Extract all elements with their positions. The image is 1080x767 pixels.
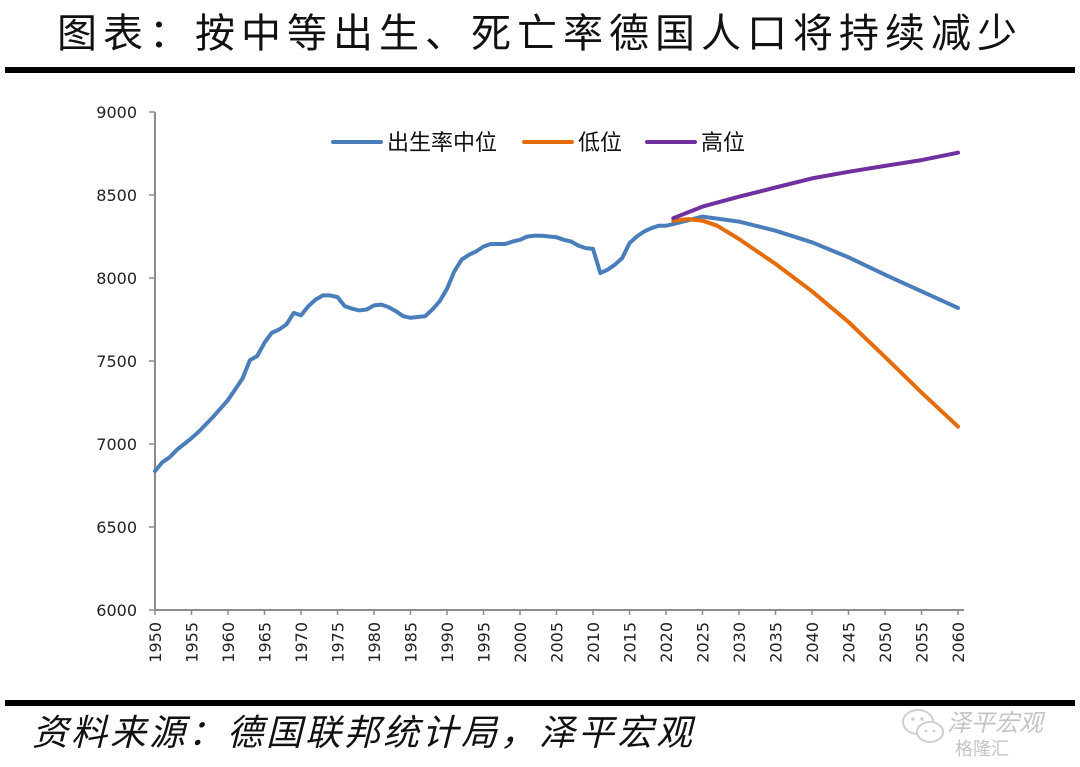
legend-label-high: 高位 xyxy=(701,131,745,156)
series-line-medium xyxy=(153,214,960,474)
y-tick-label: 7500 xyxy=(96,352,137,371)
x-tick-label: 1980 xyxy=(365,622,384,663)
x-tick-label: 1965 xyxy=(256,622,275,663)
x-tick-label: 1995 xyxy=(475,622,494,663)
x-tick-label: 2045 xyxy=(840,622,859,663)
y-tick-label: 7000 xyxy=(96,435,137,454)
x-tick-label: 1960 xyxy=(219,622,238,663)
x-tick-label: 2005 xyxy=(548,622,567,663)
watermark-logo: 格隆汇 xyxy=(955,739,1009,760)
legend-label-low: 低位 xyxy=(578,131,622,156)
legend-label-medium: 出生率中位 xyxy=(387,131,497,156)
x-tick-label: 1975 xyxy=(329,622,348,663)
page-title: 图表：按中等出生、死亡率德国人口将持续减少 xyxy=(57,11,1023,57)
series-line-high xyxy=(671,150,960,221)
line-chart: 6000 6500 7000 7500 8000 8500 9000 1950 1955 196… xyxy=(96,103,968,663)
x-tick-label: 2020 xyxy=(657,622,676,663)
x-tick-label: 2030 xyxy=(730,622,749,663)
x-tick-label: 2010 xyxy=(584,622,603,663)
x-tick-label: 1985 xyxy=(402,622,421,663)
y-axis-ticks: 6000 6500 7000 7500 8000 8500 9000 xyxy=(96,103,155,620)
wechat-bubble-icon xyxy=(902,709,944,743)
series-line-low xyxy=(671,217,960,429)
bottom-divider xyxy=(5,700,1075,706)
watermark: 泽平宏观 格隆汇 xyxy=(895,703,1075,763)
x-tick-label: 2025 xyxy=(694,622,713,663)
top-divider xyxy=(5,67,1075,73)
x-tick-label: 2060 xyxy=(949,622,968,663)
watermark-name: 泽平宏观 xyxy=(947,709,1043,737)
chart-legend: 出生率中位 低位 高位 xyxy=(331,131,745,156)
x-tick-label: 2040 xyxy=(803,622,822,663)
source-note: 资料来源：德国联邦统计局，泽平宏观 xyxy=(32,713,696,754)
y-tick-label: 8000 xyxy=(96,269,137,288)
x-tick-label: 1950 xyxy=(146,622,165,663)
x-tick-label: 1955 xyxy=(183,622,202,663)
y-tick-label: 6500 xyxy=(96,518,137,537)
x-tick-label: 1970 xyxy=(292,622,311,663)
y-tick-label: 9000 xyxy=(96,103,137,122)
y-tick-label: 6000 xyxy=(96,601,137,620)
x-axis-ticks: 1950 1955 1960 1965 1970 1975 1980 1985 1990 1995… xyxy=(146,610,968,663)
x-tick-label: 2050 xyxy=(876,622,895,663)
y-tick-label: 8500 xyxy=(96,186,137,205)
chart-axes xyxy=(154,112,964,611)
x-tick-label: 1990 xyxy=(438,622,457,663)
x-tick-label: 2015 xyxy=(621,622,640,663)
x-tick-label: 2035 xyxy=(767,622,786,663)
x-tick-label: 2000 xyxy=(511,622,530,663)
x-tick-label: 2055 xyxy=(913,622,932,663)
series-lines xyxy=(153,150,960,474)
